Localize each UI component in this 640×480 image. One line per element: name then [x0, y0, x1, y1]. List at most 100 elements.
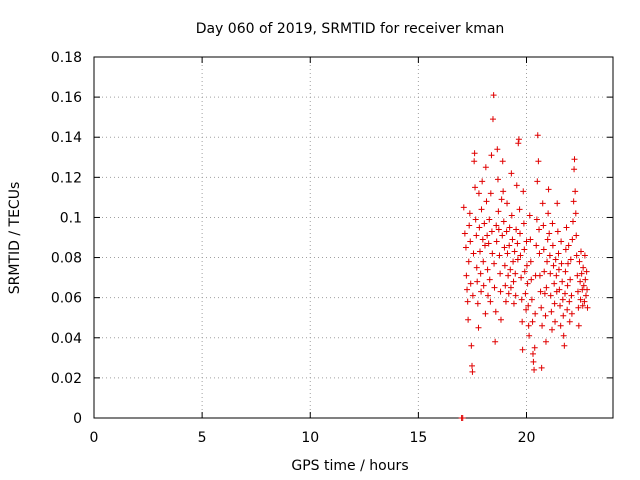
data-point	[514, 240, 521, 247]
data-point	[518, 274, 525, 281]
data-point	[573, 252, 580, 259]
data-point	[478, 206, 485, 213]
data-point	[573, 232, 580, 239]
data-point	[524, 280, 531, 287]
data-point	[464, 298, 471, 305]
data-point	[532, 310, 539, 317]
y-tick-label: 0.1	[60, 210, 82, 226]
data-point	[580, 282, 587, 289]
data-point	[538, 304, 545, 311]
data-point	[519, 346, 526, 353]
data-point	[499, 158, 506, 165]
grid	[94, 57, 613, 418]
data-point	[470, 250, 477, 257]
data-point	[467, 280, 474, 287]
data-point	[548, 308, 555, 315]
data-point	[515, 140, 522, 147]
data-point	[529, 350, 536, 357]
data-point	[569, 236, 576, 243]
y-tick-label: 0.18	[51, 50, 82, 66]
data-point	[519, 318, 526, 325]
data-point	[504, 200, 511, 207]
data-point	[474, 278, 481, 285]
data-point	[481, 220, 488, 227]
data-point	[460, 204, 467, 211]
data-point	[543, 284, 550, 291]
data-point	[485, 292, 492, 299]
data-point	[554, 228, 561, 235]
data-point	[500, 188, 507, 195]
data-point	[497, 316, 504, 323]
data-point	[577, 296, 584, 303]
data-point	[531, 366, 538, 373]
data-point	[538, 364, 545, 371]
data-point	[567, 256, 574, 263]
data-point	[494, 176, 501, 183]
data-point	[539, 200, 546, 207]
data-point	[481, 242, 488, 249]
data-point	[558, 260, 565, 267]
data-point	[495, 208, 502, 215]
plot-frame	[93, 56, 614, 419]
y-tick-label: 0.16	[51, 90, 82, 106]
data-point	[581, 252, 588, 259]
data-point	[550, 262, 557, 269]
data-point	[491, 260, 498, 267]
data-point	[502, 298, 509, 305]
data-point	[565, 260, 572, 267]
data-point	[494, 146, 501, 153]
data-point	[541, 290, 548, 297]
x-axis-label: GPS time / hours	[291, 458, 408, 474]
y-axis-label: SRMTID / TECUs	[7, 182, 23, 295]
data-point	[560, 312, 567, 319]
data-point	[510, 300, 517, 307]
data-point	[562, 268, 569, 275]
data-point	[534, 178, 541, 185]
data-point	[489, 116, 496, 123]
y-tick-label: 0.04	[51, 331, 82, 347]
data-point	[507, 284, 514, 291]
data-point	[492, 338, 499, 345]
data-point	[549, 220, 556, 227]
data-point	[542, 312, 549, 319]
data-point	[477, 248, 484, 255]
data-point	[545, 210, 552, 217]
data-point	[501, 262, 508, 269]
data-point	[487, 190, 494, 197]
data-point	[500, 218, 507, 225]
data-point	[531, 344, 538, 351]
data-point	[520, 220, 527, 227]
data-point	[463, 272, 470, 279]
data-point	[546, 252, 553, 259]
data-point	[535, 158, 542, 165]
data-point	[497, 270, 504, 277]
data-point	[572, 210, 579, 217]
data-point	[493, 222, 500, 229]
chart-title: Day 060 of 2019, SRMTID for receiver kma…	[196, 21, 505, 37]
data-point	[571, 156, 578, 163]
data-point	[533, 216, 540, 223]
data-point	[529, 318, 536, 325]
data-point	[571, 166, 578, 173]
data-point	[482, 164, 489, 171]
data-point	[520, 188, 527, 195]
data-point	[570, 198, 577, 205]
data-point	[461, 230, 468, 237]
data-point	[486, 216, 493, 223]
data-point	[464, 286, 471, 293]
data-point	[484, 232, 491, 239]
data-point	[551, 280, 558, 287]
data-point	[517, 252, 524, 259]
data-point	[501, 244, 508, 251]
data-point	[527, 258, 534, 265]
data-point	[508, 170, 515, 177]
data-point	[489, 250, 496, 257]
x-tick-label: 0	[90, 430, 99, 446]
data-point	[582, 292, 589, 299]
data-point	[465, 316, 472, 323]
data-point	[473, 264, 480, 271]
data-point	[577, 248, 584, 255]
data-point	[502, 282, 509, 289]
data-point	[498, 196, 505, 203]
data-point	[561, 342, 568, 349]
